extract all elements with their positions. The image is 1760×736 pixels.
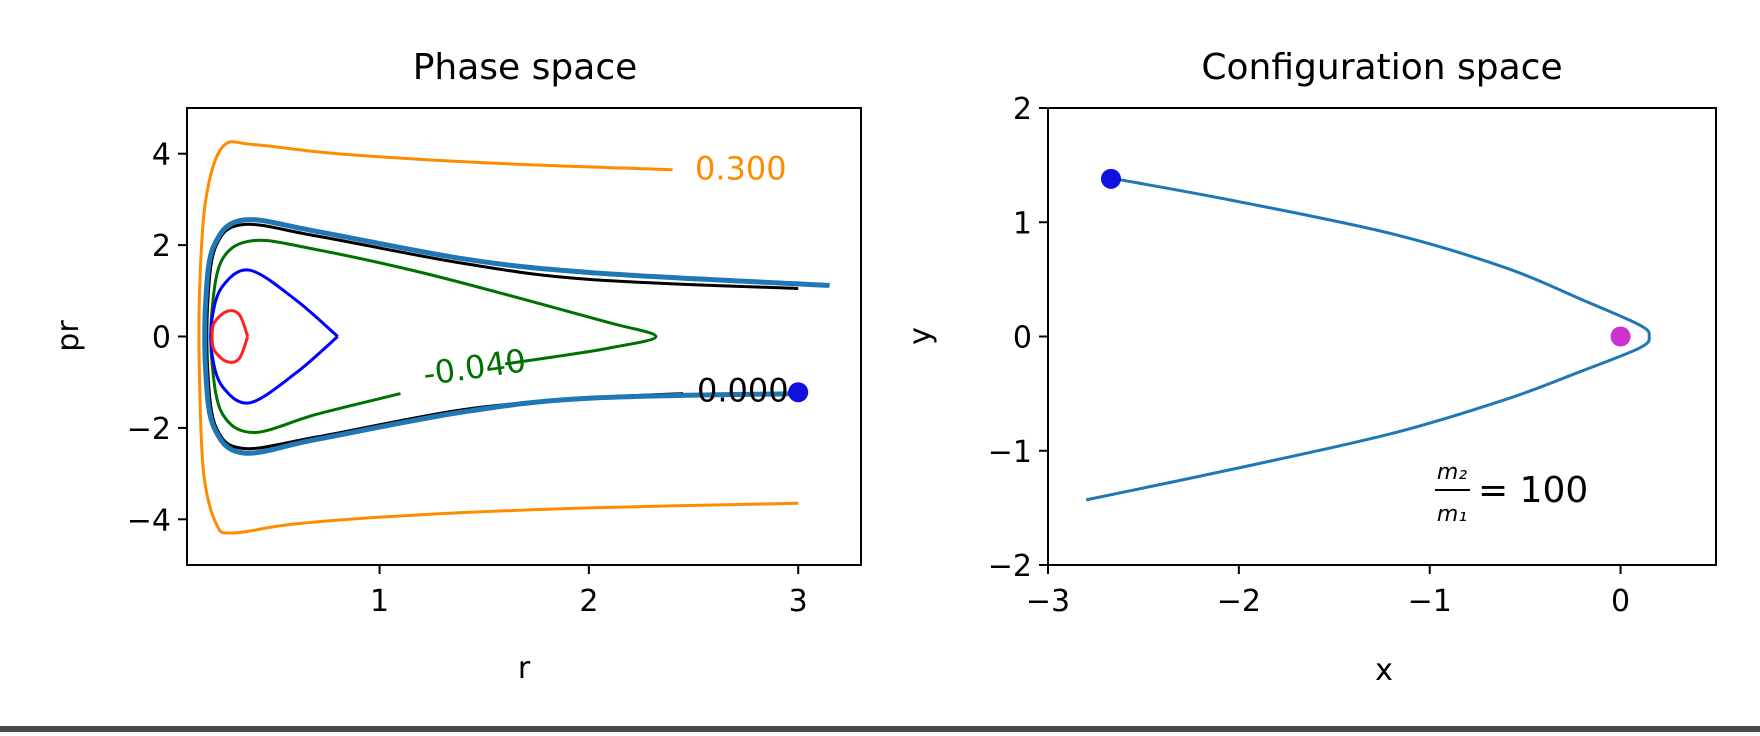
mass-ratio-value: = 100 xyxy=(1478,470,1588,511)
phase-space-ticks: 1 2 3 −4 −2 0 2 4 xyxy=(127,138,808,619)
mass-ratio-numerator: m₂ xyxy=(1437,460,1467,485)
phase-trajectory xyxy=(202,217,830,456)
phase-space-ylabel: pr xyxy=(51,320,86,352)
configuration-body-0 xyxy=(1100,168,1121,189)
contour-label-0: 0.300 xyxy=(695,150,787,188)
energy-contour-2 xyxy=(209,238,658,435)
contour-label-1: 0.000 xyxy=(697,371,789,409)
configuration-space-xtick-label: 0 xyxy=(1611,584,1630,619)
configuration-space-ytick-label: −1 xyxy=(988,435,1032,470)
phase-space-xtick-label: 3 xyxy=(789,584,808,619)
phase-space-ytick-label: −4 xyxy=(127,503,171,538)
mass-ratio-annotation: m₂ m₁ = 100 xyxy=(1435,460,1588,527)
configuration-space-ytick-label: −2 xyxy=(988,549,1032,584)
phase-space-ytick-label: 2 xyxy=(152,229,171,264)
phase-space-ytick-label: 0 xyxy=(152,321,171,356)
configuration-space-xtick-label: −3 xyxy=(1026,584,1070,619)
phase-space-frame xyxy=(186,107,862,566)
configuration-trajectory-0 xyxy=(1085,177,1651,502)
bottom-divider xyxy=(0,726,1760,732)
energy-contour-4 xyxy=(210,309,250,364)
configuration-space-xtick-label: −2 xyxy=(1217,584,1261,619)
energy-contour-0 xyxy=(197,140,799,535)
configuration-space-ytick-label: 2 xyxy=(1013,92,1032,127)
phase-space-xlabel: r xyxy=(518,651,531,686)
configuration-space-ylabel: y xyxy=(903,327,938,345)
phase-space-xtick-label: 1 xyxy=(370,584,389,619)
configuration-space-xlabel: x xyxy=(1375,653,1393,688)
mass-ratio-denominator: m₁ xyxy=(1437,502,1467,527)
phase-current-point xyxy=(788,382,809,403)
phase-space-title: Phase space xyxy=(413,47,638,88)
configuration-space-ytick-label: 0 xyxy=(1013,321,1032,356)
configuration-space-frame xyxy=(1047,107,1717,566)
phase-space-ytick-label: −2 xyxy=(127,412,171,447)
phase-space-ytick-label: 4 xyxy=(152,138,171,173)
configuration-space-xtick-label: −1 xyxy=(1408,584,1452,619)
configuration-space-plot-area xyxy=(1048,108,1716,565)
configuration-space-ytick-label: 1 xyxy=(1013,206,1032,241)
configuration-space-title: Configuration space xyxy=(1201,47,1562,88)
configuration-space-trajectory xyxy=(1085,168,1651,502)
phase-space-xtick-label: 2 xyxy=(579,584,598,619)
phase-space-plot-area xyxy=(187,108,861,565)
phase-space-contours xyxy=(197,140,830,535)
configuration-body-1 xyxy=(1610,326,1631,347)
